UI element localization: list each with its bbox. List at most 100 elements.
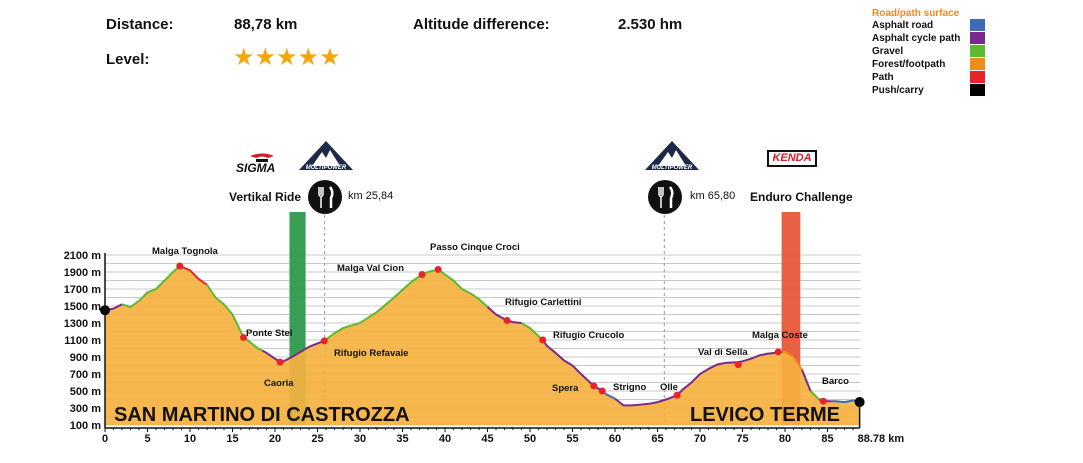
y-tick-label: 1900 m [64, 267, 102, 279]
start-town-label: SAN MARTINO DI CASTROZZA [114, 404, 410, 426]
x-tick-label: 50 [524, 433, 536, 445]
waypoint-marker [819, 397, 827, 405]
surface-segment [520, 322, 544, 341]
distance-value: 88,78 km [234, 16, 298, 33]
altitude-value: 2.530 hm [618, 16, 683, 33]
feed-station-2-km: km 65,80 [690, 190, 736, 202]
x-tick-label: 65 [651, 433, 663, 445]
waypoint-label: Strigno [613, 382, 646, 393]
waypoint-marker [176, 262, 184, 270]
end-town-label: LEVICO TERME [690, 404, 840, 426]
waypoint-marker [240, 333, 248, 341]
legend-item-label: Gravel [872, 46, 904, 57]
kenda-text: KENDA [772, 152, 812, 164]
waypoint-marker [590, 382, 598, 390]
x-tick-label: 15 [226, 433, 238, 445]
legend-swatch [970, 71, 985, 83]
waypoint-label: Caoria [264, 378, 294, 389]
waypoint-label: Barco [822, 376, 849, 387]
y-tick-label: 500 m [70, 386, 101, 398]
waypoint-marker [503, 316, 511, 324]
waypoint-label: Olle [660, 382, 678, 393]
x-tick-label: 60 [609, 433, 621, 445]
y-tick-label: 1500 m [64, 301, 102, 313]
svg-text:MULTIPOWER: MULTIPOWER [652, 165, 693, 171]
y-tick-label: 100 m [70, 420, 101, 432]
altitude-label: Altitude difference: [413, 16, 550, 33]
surface-segment [783, 350, 803, 371]
kenda-logo: KENDA [767, 150, 817, 167]
waypoint-label: Malga Coste [752, 330, 808, 341]
surface-segment [614, 351, 777, 407]
x-tick-label: 75 [736, 433, 748, 445]
legend-item-label: Push/carry [872, 85, 924, 96]
x-tick-label: 80 [779, 433, 791, 445]
legend-swatch [970, 84, 985, 96]
waypoint-marker [418, 271, 426, 279]
level-label: Level: [106, 51, 150, 68]
svg-text:MULTIPOWER: MULTIPOWER [306, 165, 347, 171]
legend-item: Path [872, 71, 985, 84]
surface-segment [809, 390, 820, 401]
vertikal-ride-label: Vertikal Ride [229, 190, 302, 204]
legend-swatch [970, 19, 985, 31]
level-stars: ★★★★★ [233, 46, 342, 70]
x-tick-label: 70 [694, 433, 706, 445]
x-tick-label: 5 [144, 433, 150, 445]
legend-item-label: Asphalt cycle path [872, 33, 961, 44]
waypoint-label: Rifugio Crucolo [553, 330, 624, 341]
waypoint-label: Rifugio Carlettini [505, 297, 582, 308]
surface-legend: Road/path surface Asphalt road Asphalt cy… [872, 8, 992, 97]
x-tick-label: 45 [481, 433, 493, 445]
legend-item-label: Asphalt road [872, 20, 934, 31]
surface-segment [179, 265, 208, 286]
surface-segment [801, 369, 812, 392]
surface-segment [206, 284, 263, 352]
legend-swatch [970, 45, 985, 57]
y-tick-label: 900 m [70, 352, 101, 364]
waypoint-marker [673, 391, 681, 399]
y-tick-label: 2100 m [64, 250, 102, 262]
y-tick-label: 300 m [70, 403, 101, 415]
distance-label: Distance: [106, 16, 174, 33]
legend-swatch [970, 58, 985, 70]
legend-title: Road/path surface [872, 8, 960, 19]
y-tick-label: 700 m [70, 369, 101, 381]
multipower-logo-1: MULTIPOWER [298, 140, 354, 177]
x-tick-label: 10 [184, 433, 196, 445]
feed-station-1-km: km 25,84 [348, 190, 394, 202]
waypoint-marker [774, 348, 782, 356]
y-tick-label: 1300 m [64, 318, 102, 330]
x-tick-label: 88.78 km [858, 433, 905, 445]
multipower-logo-2: MULTIPOWER [644, 140, 700, 177]
y-tick-label: 1100 m [64, 335, 101, 347]
elevation-area [105, 266, 860, 425]
waypoint-label: Malga Val Cion [337, 263, 404, 274]
waypoint-marker [434, 265, 442, 273]
waypoint-marker [320, 337, 328, 345]
svg-text:SIGMA: SIGMA [236, 161, 275, 175]
sigma-logo: SIGMA [236, 152, 288, 181]
waypoint-label: Rifugio Refavaie [334, 348, 408, 359]
fork-knife-icon [648, 180, 682, 219]
waypoint-label: Spera [552, 383, 579, 394]
enduro-challenge-label: Enduro Challenge [750, 190, 853, 204]
legend-item: Asphalt road [872, 19, 985, 32]
x-tick-label: 85 [821, 433, 833, 445]
x-tick-label: 55 [566, 433, 578, 445]
x-tick-label: 25 [311, 433, 323, 445]
waypoint-marker [734, 361, 742, 369]
legend-item-label: Path [872, 72, 894, 83]
x-tick-label: 30 [354, 433, 366, 445]
legend-item-label: Forest/footpath [872, 59, 946, 70]
waypoint-label: Passo Cinque Croci [430, 242, 520, 253]
legend-item: Forest/footpath [872, 58, 985, 71]
waypoint-label: Ponte Stel [246, 328, 292, 339]
waypoint-marker [276, 358, 284, 366]
waypoint-marker [539, 336, 547, 344]
x-tick-label: 20 [269, 433, 281, 445]
star-icons: ★★★★★ [233, 44, 341, 71]
legend-item: Gravel [872, 45, 985, 58]
x-tick-label: 35 [396, 433, 408, 445]
